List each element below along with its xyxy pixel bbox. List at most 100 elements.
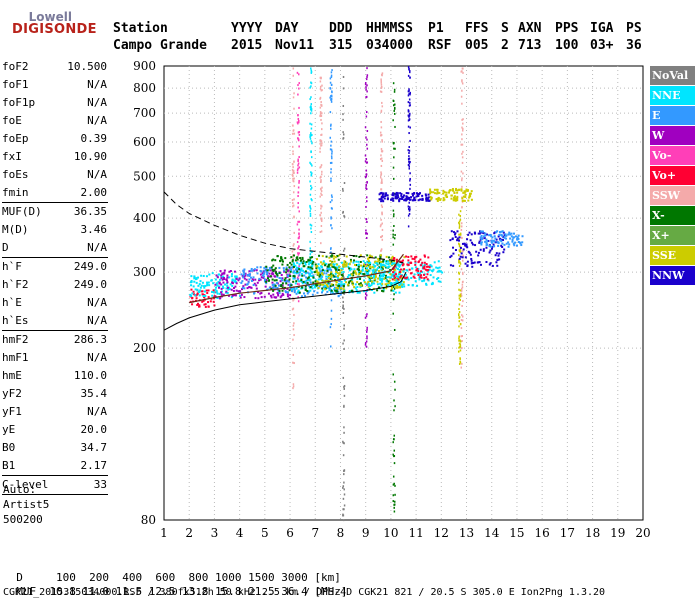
echo-dot (242, 271, 245, 274)
echo-dot (461, 304, 463, 307)
echo-dot (244, 274, 247, 277)
x-tick-label: 18 (585, 526, 600, 540)
echo-dot (281, 282, 284, 285)
echo-dot (262, 275, 265, 278)
echo-dot (283, 270, 286, 273)
echo-dot (499, 239, 502, 242)
echo-dot (359, 260, 362, 263)
echo-dot (310, 127, 313, 130)
echo-dot (297, 275, 300, 278)
echo-dot (366, 313, 368, 316)
echo-dot (292, 277, 295, 280)
echo-dot (392, 453, 394, 456)
echo-dot (360, 264, 363, 267)
echo-dot (326, 285, 329, 288)
footer-muf-unit: [MHz] (314, 585, 348, 598)
echo-dot (457, 350, 460, 353)
echo-dot (460, 319, 463, 322)
echo-dot (489, 233, 492, 236)
echo-dot (224, 283, 227, 286)
echo-dot (380, 83, 383, 86)
echo-dot (281, 279, 284, 282)
echo-dot (321, 186, 323, 189)
echo-dot (258, 279, 261, 282)
echo-dot (298, 271, 301, 274)
echo-dot (330, 323, 332, 326)
echo-dot (436, 199, 439, 202)
echo-dot (319, 80, 322, 83)
param-row: MUF(D) 36.35 (0, 203, 110, 221)
echo-dot (225, 287, 228, 290)
echo-dot (459, 293, 462, 296)
echo-dot (311, 262, 314, 265)
echo-dot (309, 259, 312, 262)
echo-dot (358, 283, 361, 286)
echo-dot (488, 234, 491, 237)
echo-dot (274, 275, 277, 278)
echo-dot (349, 274, 352, 277)
echo-dot (204, 294, 207, 297)
param-value: 0.39 (80, 132, 108, 145)
echo-dot (482, 235, 485, 238)
echo-dot (366, 90, 368, 93)
echo-dot (385, 287, 388, 290)
echo-dot (380, 218, 382, 221)
echo-dot (517, 237, 520, 240)
echo-dot (285, 279, 288, 282)
echo-dot (273, 296, 276, 299)
echo-dot (458, 294, 461, 297)
param-row: h`Es N/A (0, 312, 110, 330)
echo-dot (338, 266, 341, 269)
echo-dot (365, 188, 368, 191)
echo-dot (321, 84, 323, 87)
echo-dot (407, 66, 410, 69)
echo-dot (343, 327, 345, 330)
echo-dot (289, 285, 292, 288)
echo-dot (342, 87, 345, 90)
param-value: 35.4 (80, 387, 108, 400)
echo-dot (393, 257, 396, 260)
echo-dot (461, 271, 464, 274)
echo-dot (393, 434, 396, 437)
echo-dot (387, 284, 390, 287)
echo-dot (348, 267, 351, 270)
echo-dot (365, 218, 368, 221)
echo-dot (380, 80, 382, 83)
echo-dot (414, 266, 417, 269)
echo-dot (293, 287, 296, 290)
echo-dot (380, 109, 383, 112)
echo-dot (194, 294, 197, 297)
echo-dot (421, 280, 424, 283)
echo-dot (426, 269, 429, 272)
echo-dot (409, 177, 411, 180)
echo-dot (401, 262, 404, 265)
echo-dot (460, 268, 463, 271)
echo-dot (382, 258, 385, 261)
echo-dot (473, 261, 476, 264)
echo-dot (309, 204, 311, 207)
echo-dot (368, 284, 371, 287)
echo-dot (510, 235, 513, 238)
echo-dot (214, 278, 217, 281)
echo-dot (288, 297, 291, 300)
echo-dot (394, 484, 396, 487)
echo-dot (396, 196, 399, 199)
echo-dot (461, 138, 463, 141)
echo-dot (207, 289, 210, 292)
echo-dot (372, 263, 375, 266)
echo-dot (259, 278, 262, 281)
echo-dot (191, 292, 194, 295)
echo-dot (298, 133, 301, 136)
echo-dot (496, 264, 499, 267)
echo-dot (254, 278, 257, 281)
echo-dot (407, 284, 410, 287)
echo-dot (454, 199, 457, 202)
echo-dot (461, 199, 464, 202)
echo-dot (408, 212, 411, 215)
echo-dot (392, 267, 395, 270)
echo-dot (514, 241, 517, 244)
echo-dot (387, 280, 390, 283)
echo-dot (350, 273, 353, 276)
echo-dot (292, 67, 295, 70)
echo-dot (395, 273, 398, 276)
